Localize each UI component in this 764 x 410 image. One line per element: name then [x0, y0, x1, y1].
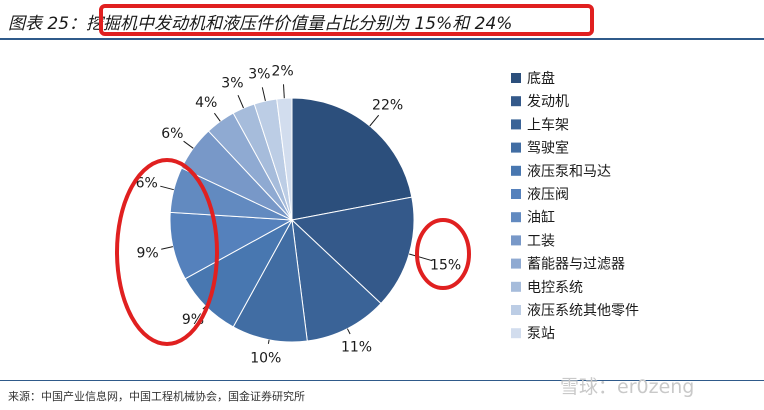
bottom-rule: [0, 380, 764, 381]
legend-item-3: 上车架: [527, 116, 569, 133]
leader-line-12: [283, 84, 285, 99]
leader-line-7: [160, 185, 174, 191]
legend: 底盘发动机上车架驾驶室液压泵和马达液压阀油缸工装蓄能器与过滤器电控系统液压系统其…: [511, 70, 639, 342]
data-label-3: 11%: [341, 340, 372, 356]
pie-slice-1: [291, 97, 413, 221]
legend-item-5: 液压泵和马达: [527, 164, 611, 180]
legend-item-8: 工装: [527, 233, 555, 249]
data-label-9: 4%: [195, 95, 217, 111]
source-note: 来源：中国产业信息网，中国工程机械协会，国金证券研究所: [8, 390, 305, 403]
leader-line-6: [161, 246, 174, 250]
legend-swatch-5: [511, 165, 521, 176]
legend-swatch-11: [511, 305, 521, 315]
label-leader-lines: [160, 84, 433, 344]
highlight-ellipse-engine: [415, 218, 471, 290]
legend-item-12: 泵站: [527, 326, 555, 342]
leader-line-9: [213, 112, 221, 122]
figure-title-bar: 图表 25：挖掘机中发动机和液压件价值量占比分别为 15%和 24%: [0, 0, 764, 40]
slice-labels: 22%15%11%10%9%9%6%6%4%3%3% 2%: [136, 63, 462, 366]
legend-swatch-2: [511, 96, 521, 107]
pie-chart: 22%15%11%10%9%9%6%6%4%3%3% 2% 底盘发动机上车架驾驶室…: [115, 63, 639, 367]
leader-line-10: [237, 95, 244, 109]
figure-number: 图表 25：: [8, 14, 87, 34]
pie-slice-3: [291, 218, 382, 342]
leader-line-8: [183, 140, 194, 149]
leader-line-2: [409, 253, 433, 262]
legend-swatch-6: [511, 189, 521, 199]
watermark: 雪球：er0zeng: [560, 376, 695, 398]
legend-item-1: 底盘: [527, 70, 555, 87]
legend-item-11: 液压系统其他零件: [527, 303, 639, 319]
legend-swatch-9: [511, 258, 521, 269]
red-ellipse-annotations: [115, 158, 471, 346]
figure-caption: 挖掘机中发动机和液压件价值量占比分别为 15%和 24%: [86, 14, 513, 34]
leader-line-3: [346, 328, 351, 335]
legend-item-9: 蓄能器与过滤器: [527, 257, 625, 273]
legend-swatch-1: [511, 73, 521, 83]
data-label-4: 10%: [250, 351, 281, 367]
data-label-8: 6%: [161, 126, 183, 142]
legend-swatch-4: [511, 142, 521, 153]
data-label-11: 3%: [248, 67, 270, 83]
highlight-ellipse-hydraulics: [115, 158, 219, 346]
pie-slice-4: [232, 218, 308, 343]
legend-item-10: 电控系统: [527, 280, 583, 296]
legend-item-4: 驾驶室: [527, 140, 569, 157]
title-highlight-box: [99, 4, 594, 36]
data-label-2: 15%: [430, 258, 461, 274]
data-label-7: 6%: [136, 176, 158, 192]
pie-slice-2: [290, 196, 415, 305]
data-label-12: 2%: [271, 63, 293, 79]
pie-slice-12: [276, 97, 293, 221]
top-rule: [0, 38, 764, 40]
legend-item-2: 发动机: [527, 94, 569, 110]
legend-item-6: 液压阀: [527, 187, 569, 203]
figure-title: 图表 25：挖掘机中发动机和液压件价值量占比分别为 15%和 24%: [8, 9, 512, 34]
leader-line-11: [261, 87, 266, 102]
data-label-6: 9%: [136, 245, 158, 261]
data-label-10: 3%: [221, 75, 243, 91]
legend-swatch-12: [511, 328, 521, 339]
legend-swatch-7: [511, 212, 521, 223]
legend-item-7: 油缸: [527, 209, 555, 226]
legend-swatch-3: [511, 119, 521, 130]
legend-swatch-8: [511, 235, 521, 246]
leader-line-1: [369, 114, 380, 127]
leader-line-4: [267, 339, 270, 344]
legend-swatch-10: [511, 281, 521, 292]
data-label-1: 22%: [372, 97, 403, 113]
